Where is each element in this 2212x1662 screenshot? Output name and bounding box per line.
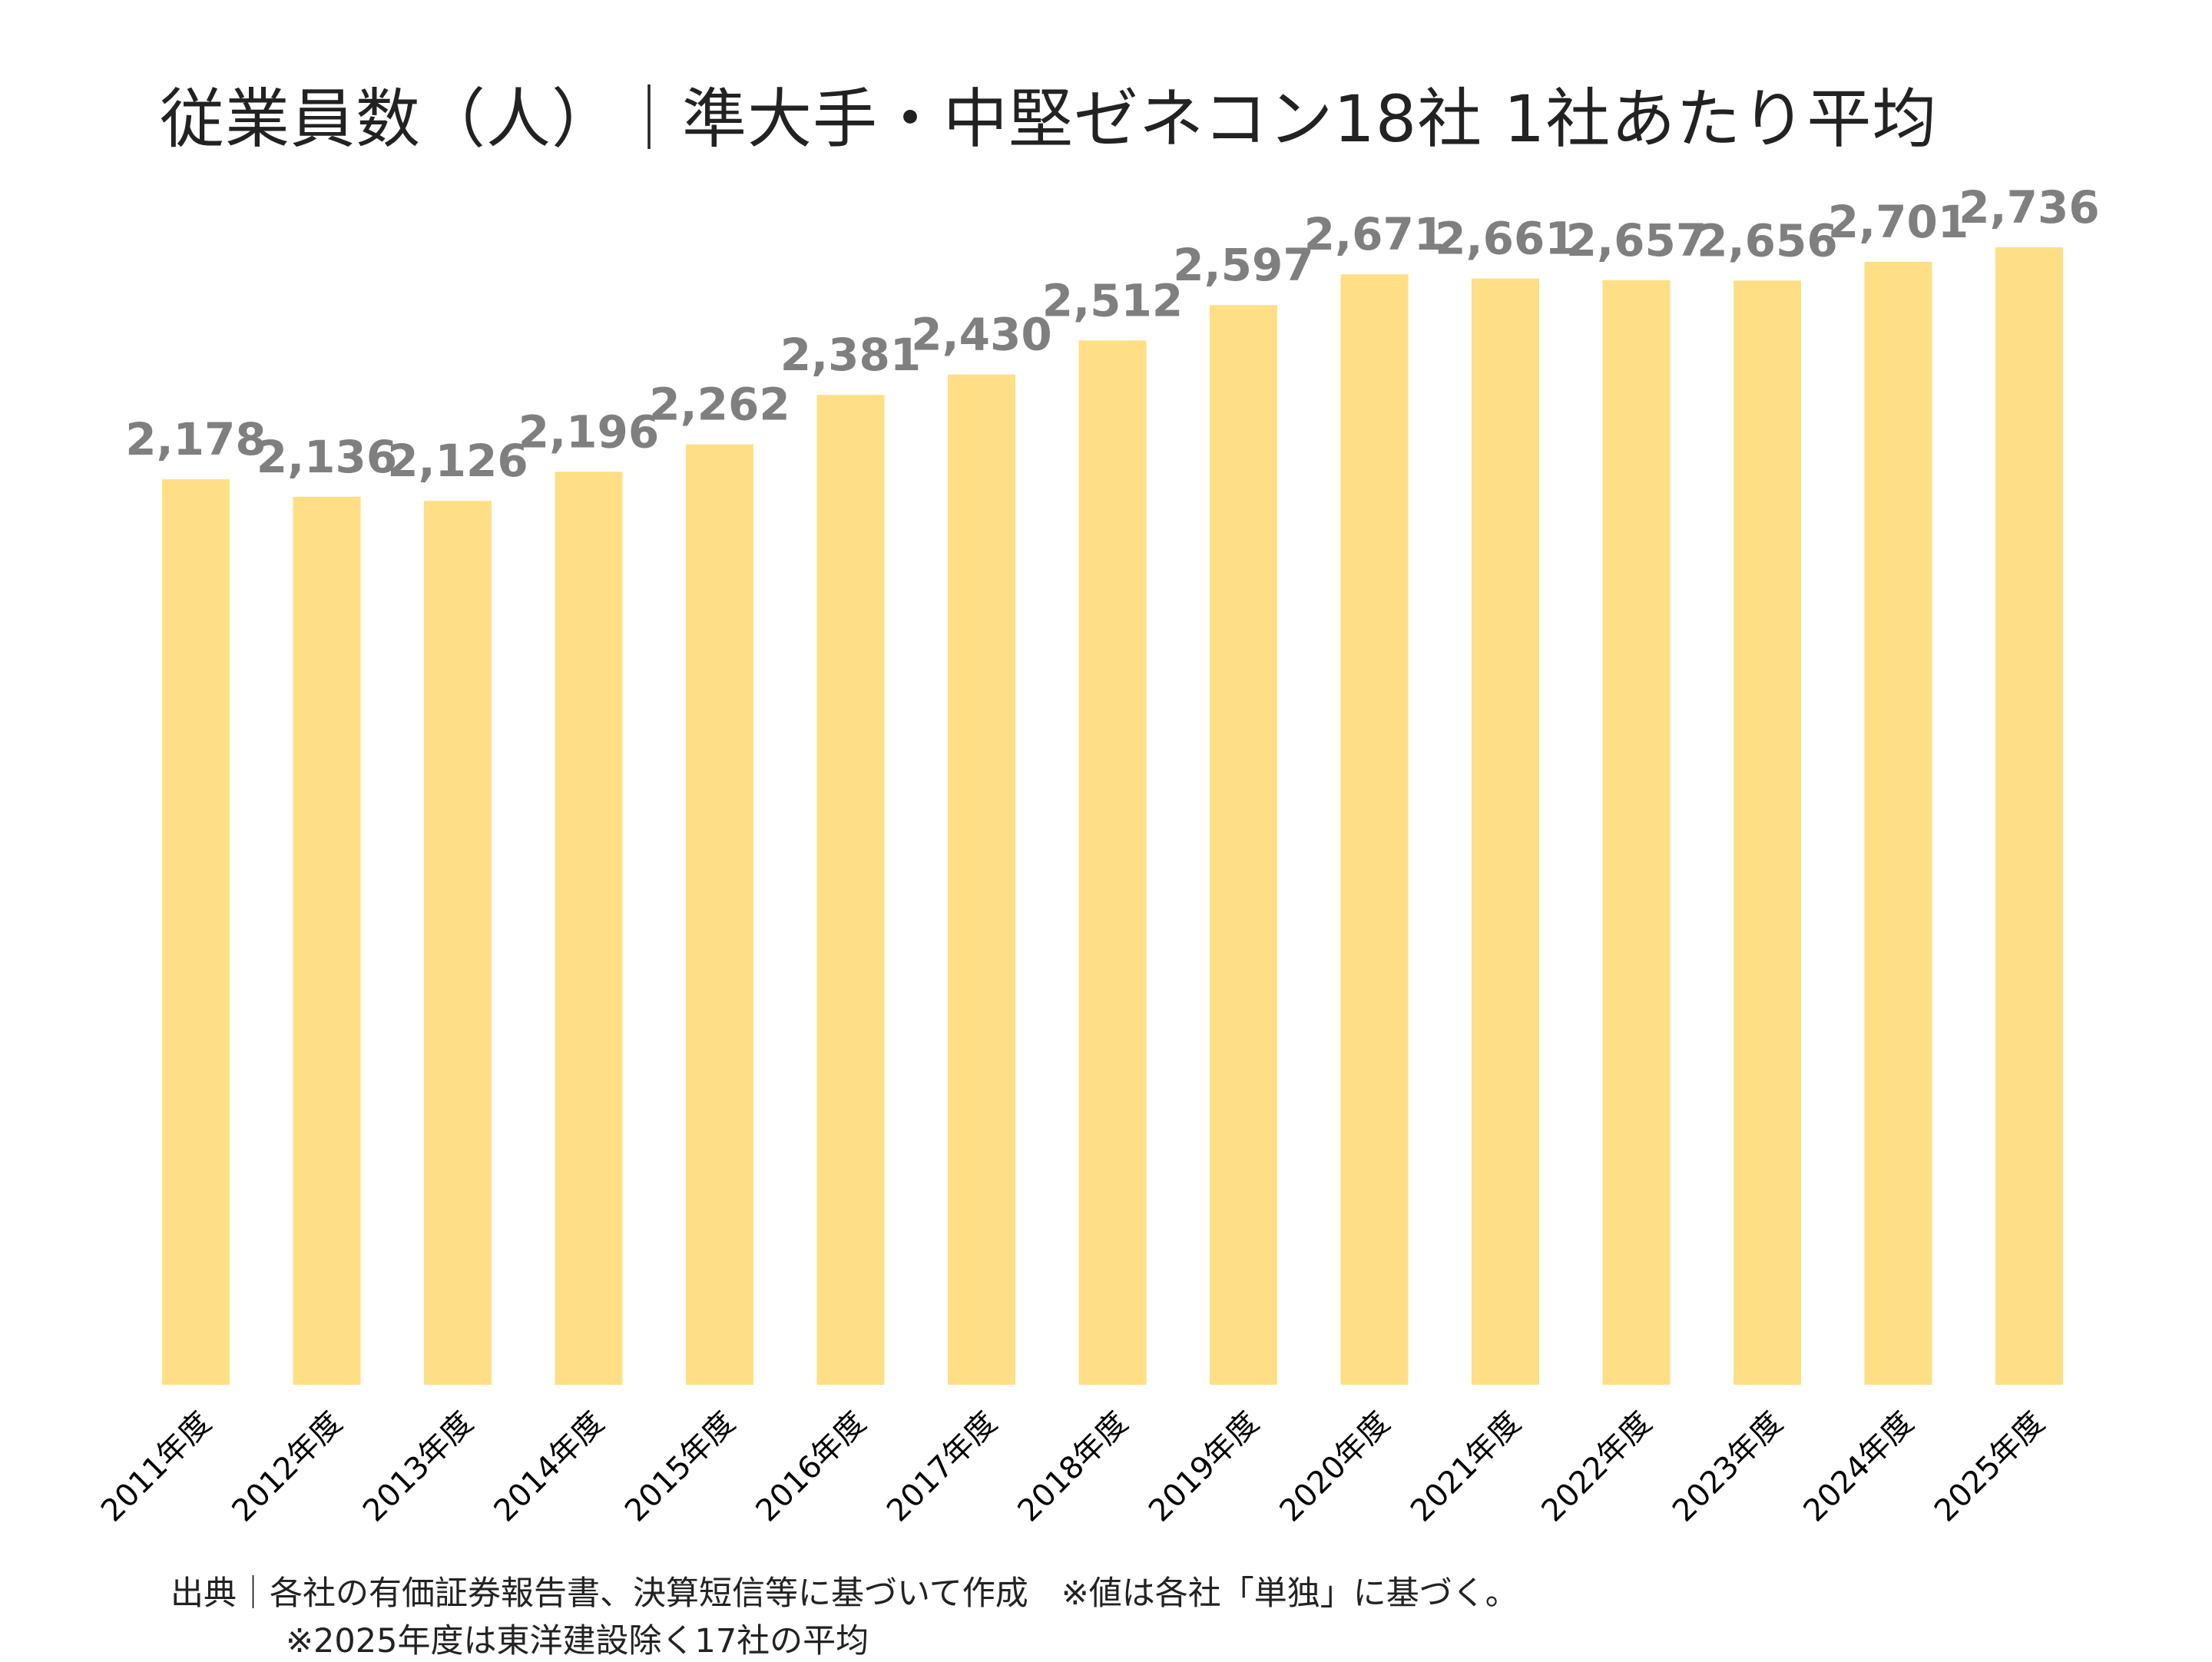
bar-2024年度 (1864, 261, 1932, 1385)
x-tick-2023年度: 2023年度 (1666, 1405, 1790, 1529)
data-label-2012年度: 2,136 (257, 431, 397, 483)
data-label-2024年度: 2,701 (1828, 196, 1969, 248)
data-label-2016年度: 2,381 (780, 329, 921, 381)
data-label-2018年度: 2,512 (1042, 274, 1183, 326)
x-tick-2013年度: 2013年度 (356, 1405, 480, 1529)
data-label-2014年度: 2,196 (518, 406, 659, 458)
data-label-2013年度: 2,126 (387, 435, 528, 487)
data-label-2017年度: 2,430 (911, 309, 1051, 361)
x-tick-2025年度: 2025年度 (1928, 1405, 2051, 1529)
data-label-2019年度: 2,597 (1173, 239, 1313, 291)
value-labels-group: 2,1782,1362,1262,1962,2622,3812,4302,512… (125, 181, 2099, 487)
bar-2013年度 (424, 501, 492, 1386)
bar-2019年度 (1210, 305, 1277, 1386)
bar-2012年度 (293, 496, 361, 1385)
bar-2011年度 (162, 479, 230, 1385)
bar-2017年度 (948, 374, 1015, 1386)
data-label-2021年度: 2,661 (1435, 213, 1575, 265)
x-tick-2016年度: 2016年度 (749, 1405, 873, 1529)
x-tick-2024年度: 2024年度 (1796, 1405, 1920, 1529)
x-tick-2012年度: 2012年度 (225, 1405, 349, 1529)
data-label-2020年度: 2,671 (1304, 208, 1445, 260)
x-axis-tick-labels: 2011年度 2012年度 2013年度 2014年度 2015年度 2016年度 2017… (94, 1405, 2051, 1529)
source-note: 出典｜各社の有価証券報告書、決算短信等に基づいて作成 ※値は各社「単独」に基づく… (171, 1574, 1518, 1613)
bars-group (162, 247, 2063, 1386)
x-tick-2011年度: 2011年度 (94, 1405, 218, 1529)
x-tick-2022年度: 2022年度 (1535, 1405, 1658, 1529)
x-tick-2021年度: 2021年度 (1404, 1405, 1528, 1529)
bar-2014年度 (555, 472, 623, 1385)
data-label-2015年度: 2,262 (649, 379, 790, 431)
bar-2020年度 (1340, 274, 1409, 1386)
x-tick-2020年度: 2020年度 (1273, 1405, 1396, 1529)
x-tick-2014年度: 2014年度 (487, 1405, 611, 1529)
bar-2016年度 (816, 395, 885, 1386)
bar-2023年度 (1734, 280, 1801, 1385)
bar-2021年度 (1472, 278, 1539, 1386)
x-tick-2015年度: 2015年度 (618, 1405, 742, 1529)
footnote-2025: ※2025年度は東洋建設除く17社の平均 (286, 1622, 869, 1660)
data-label-2022年度: 2,657 (1566, 214, 1707, 267)
bar-2025年度 (1995, 247, 2063, 1385)
data-label-2023年度: 2,656 (1697, 214, 1837, 267)
chart-title: 従業員数（人）｜準大手・中堅ゼネコン18社 1社あたり平均 (160, 81, 1938, 157)
data-label-2011年度: 2,178 (125, 413, 266, 465)
x-tick-2018年度: 2018年度 (1011, 1405, 1134, 1529)
bar-2022年度 (1602, 280, 1671, 1385)
bar-2018年度 (1078, 340, 1147, 1385)
bar-2015年度 (686, 444, 753, 1385)
x-tick-2017年度: 2017年度 (880, 1405, 1004, 1529)
x-tick-2019年度: 2019年度 (1142, 1405, 1266, 1529)
data-label-2025年度: 2,736 (1959, 181, 2099, 233)
